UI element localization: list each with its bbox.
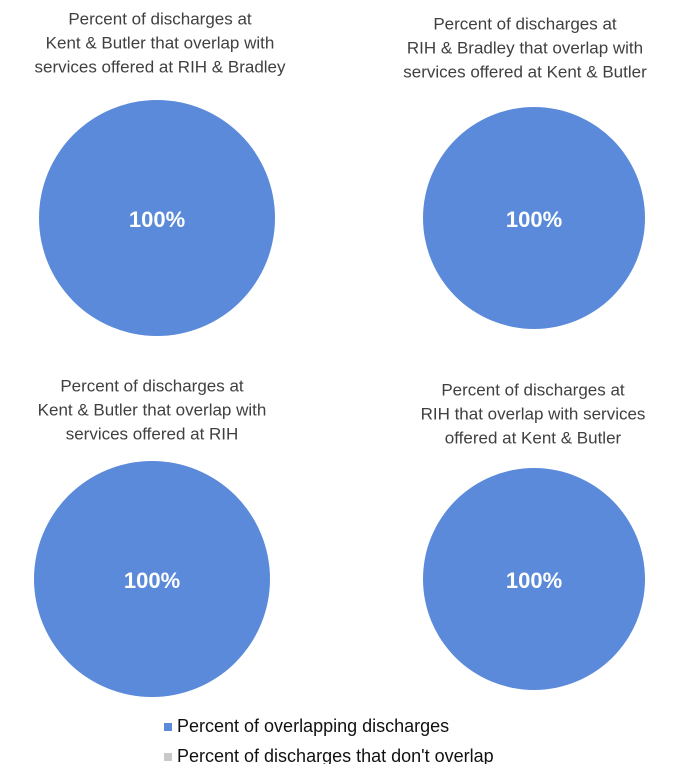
pie-slice — [39, 100, 275, 336]
legend-swatch — [164, 723, 172, 731]
pie-slice — [34, 461, 270, 697]
chart-title: Percent of discharges at — [433, 14, 617, 33]
pie-slice — [423, 107, 645, 329]
chart-title: services offered at Kent & Butler — [403, 62, 647, 81]
chart-title: RIH that overlap with services — [421, 404, 646, 423]
legend-label: Percent of discharges that don't overlap — [177, 746, 494, 764]
chart-title: Percent of discharges at — [68, 9, 252, 28]
data-label: 100% — [506, 207, 562, 232]
data-label: 100% — [506, 568, 562, 593]
chart-title: offered at Kent & Butler — [445, 428, 622, 447]
pie-slice — [423, 468, 645, 690]
chart-title: services offered at RIH — [66, 424, 239, 443]
chart-title: RIH & Bradley that overlap with — [407, 38, 643, 57]
data-label: 100% — [124, 568, 180, 593]
legend-swatch — [164, 753, 172, 761]
chart-title: Kent & Butler that overlap with — [38, 400, 267, 419]
data-label: 100% — [129, 207, 185, 232]
chart-title: Kent & Butler that overlap with — [46, 33, 275, 52]
legend-label: Percent of overlapping discharges — [177, 716, 449, 736]
chart-title: Percent of discharges at — [441, 380, 625, 399]
chart-title: services offered at RIH & Bradley — [34, 57, 286, 76]
chart-title: Percent of discharges at — [60, 376, 244, 395]
